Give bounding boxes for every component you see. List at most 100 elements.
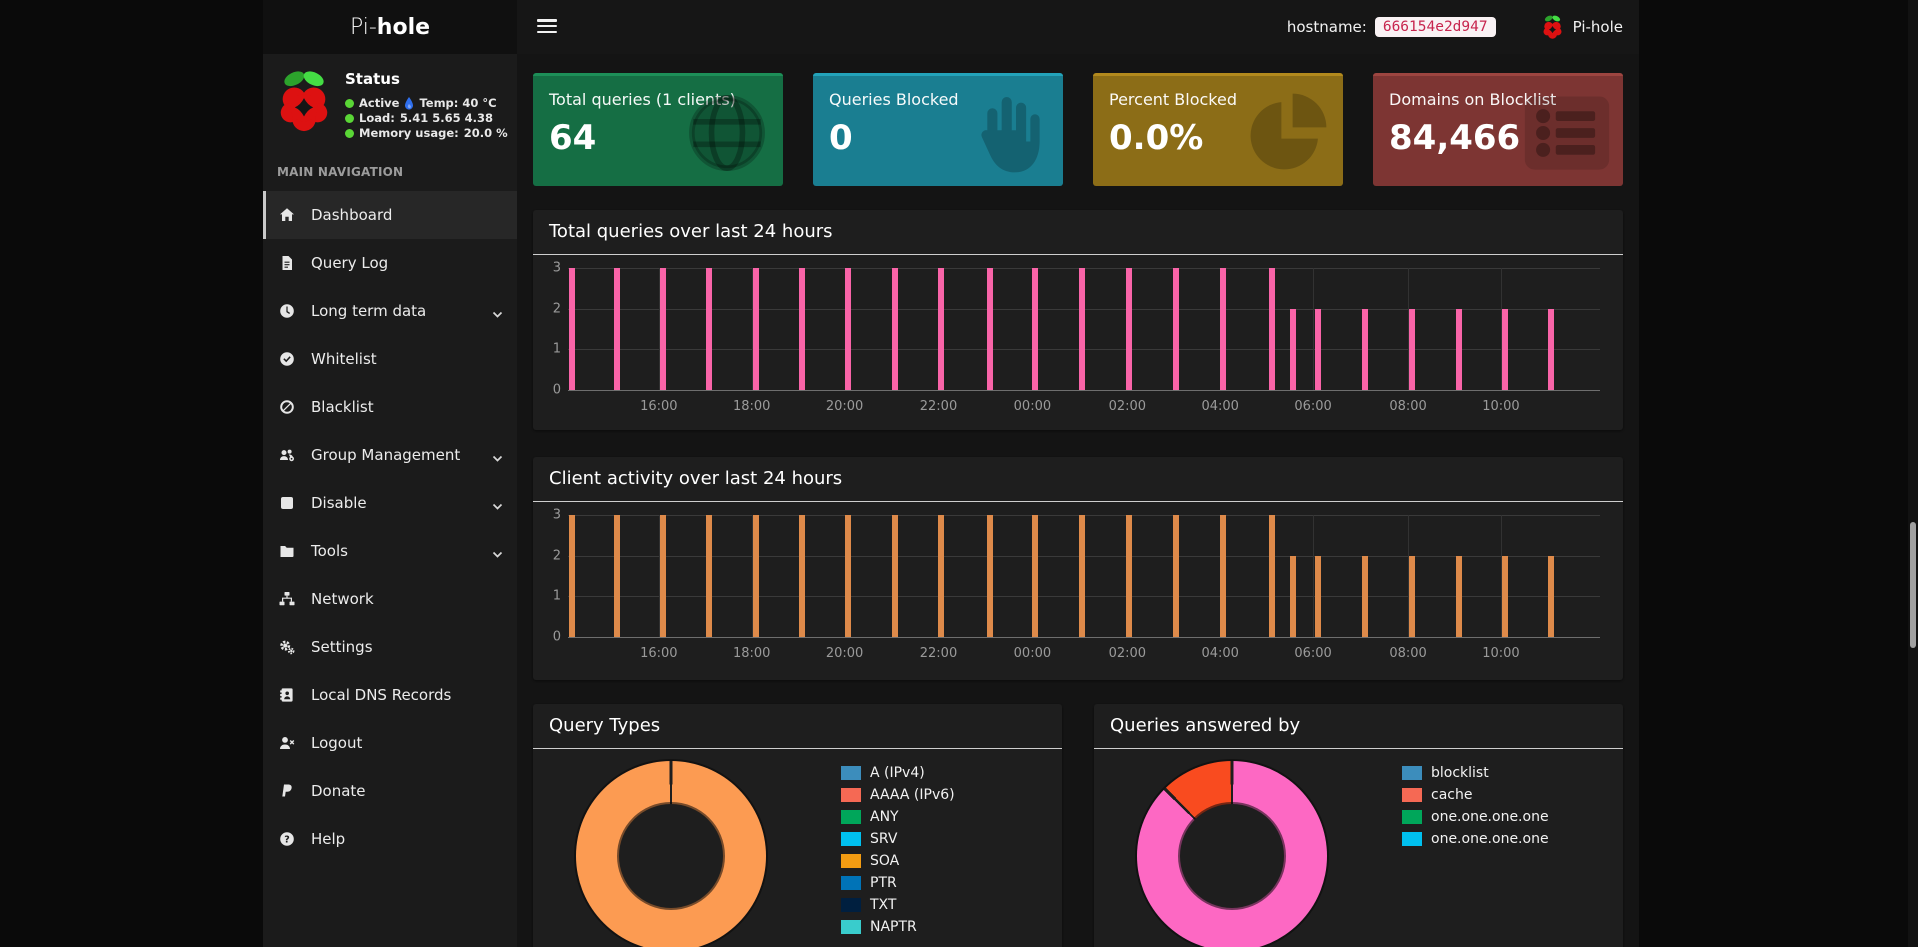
bar[interactable] (799, 515, 806, 637)
bar[interactable] (799, 268, 806, 390)
bar[interactable] (987, 515, 994, 637)
bar[interactable] (1220, 268, 1227, 390)
bar[interactable] (1220, 515, 1227, 637)
navbar-brand-text[interactable]: Pi-hole (1572, 18, 1623, 36)
bar[interactable] (1078, 515, 1085, 637)
main-navigation: Dashboard Query Log Long term data Whitelis… (263, 191, 517, 863)
sidebar-item-logout[interactable]: Logout (263, 719, 517, 767)
bar[interactable] (1172, 515, 1179, 637)
bar[interactable] (1290, 555, 1297, 637)
panel-title: Client activity over last 24 hours (549, 468, 843, 489)
bar[interactable] (937, 515, 944, 637)
bar[interactable] (937, 268, 944, 390)
temperature-icon (404, 97, 414, 110)
bar[interactable] (1078, 268, 1085, 390)
bar[interactable] (1268, 268, 1275, 390)
bar[interactable] (1409, 555, 1416, 637)
legend-item-soa[interactable]: SOA (841, 850, 955, 872)
legend-item-one-one-one-one[interactable]: one.one.one.one (1402, 806, 1549, 828)
doughnut-chart[interactable] (576, 761, 766, 947)
card-domains-on-blocklist[interactable]: Domains on Blocklist 84,466 (1373, 73, 1623, 186)
legend-item-srv[interactable]: SRV (841, 828, 955, 850)
bar[interactable] (706, 268, 713, 390)
bar[interactable] (1361, 555, 1368, 637)
sidebar-item-local-dns-records[interactable]: Local DNS Records (263, 671, 517, 719)
sidebar-toggle-button[interactable] (537, 19, 557, 35)
legend-item-aaaa-ipv6[interactable]: AAAA (IPv6) (841, 784, 955, 806)
x-axis-tick: 16:00 (640, 399, 678, 414)
bar[interactable] (706, 515, 713, 637)
sidebar-item-tools[interactable]: Tools (263, 527, 517, 575)
status-value: Temp: 40 °C (419, 96, 497, 110)
scrollbar-thumb[interactable] (1910, 522, 1916, 648)
bar[interactable] (1315, 555, 1322, 637)
bar[interactable] (613, 515, 620, 637)
x-axis-tick: 16:00 (640, 646, 678, 661)
y-axis-tick: 3 (552, 260, 561, 276)
pie-icon (1241, 88, 1333, 178)
legend-item-cache[interactable]: cache (1402, 784, 1549, 806)
legend-item-naptr[interactable]: NAPTR (841, 916, 955, 938)
bar[interactable] (1126, 515, 1133, 637)
bar[interactable] (1548, 555, 1555, 637)
bar[interactable] (1268, 515, 1275, 637)
sidebar-item-blacklist[interactable]: Blacklist (263, 383, 517, 431)
bar[interactable] (1548, 308, 1555, 390)
bar[interactable] (752, 515, 759, 637)
status-text: Active (359, 96, 400, 110)
sidebar-item-settings[interactable]: Settings (263, 623, 517, 671)
sidebar-item-dashboard[interactable]: Dashboard (263, 191, 517, 239)
bar[interactable] (569, 515, 576, 637)
bar[interactable] (1361, 308, 1368, 390)
bar[interactable] (844, 268, 851, 390)
sidebar-item-whitelist[interactable]: Whitelist (263, 335, 517, 383)
bar[interactable] (1290, 308, 1297, 390)
sidebar-item-group-management[interactable]: Group Management (263, 431, 517, 479)
bar[interactable] (659, 268, 666, 390)
legend-item-any[interactable]: ANY (841, 806, 955, 828)
bar[interactable] (892, 268, 899, 390)
gridline (568, 390, 1600, 391)
clients-chart[interactable]: 0 1 2 3 16:00 18:00 20:00 22:00 00:00 02:00 04:00 0… (533, 502, 1623, 667)
bar[interactable] (1502, 308, 1509, 390)
bar[interactable] (659, 515, 666, 637)
sidebar-item-help[interactable]: ? Help (263, 815, 517, 863)
legend-item-a-ipv4[interactable]: A (IPv4) (841, 762, 955, 784)
bar[interactable] (569, 268, 576, 390)
bar[interactable] (1502, 555, 1509, 637)
bar[interactable] (1455, 555, 1462, 637)
bar[interactable] (1126, 268, 1133, 390)
doughnut-chart[interactable] (1137, 761, 1327, 947)
bar[interactable] (1032, 515, 1039, 637)
brand-logo[interactable]: Pi-hole (263, 0, 517, 54)
card-total-queries-1-clients[interactable]: Total queries (1 clients) 64 (533, 73, 783, 186)
sidebar-item-query-log[interactable]: Query Log (263, 239, 517, 287)
legend-label: AAAA (IPv6) (870, 787, 955, 803)
bar[interactable] (1315, 308, 1322, 390)
legend-item-blocklist[interactable]: blocklist (1402, 762, 1549, 784)
raspberry-logo-icon (273, 66, 335, 138)
scrollbar[interactable] (1908, 0, 1918, 947)
bar[interactable] (844, 515, 851, 637)
card-title: Percent Blocked (1109, 90, 1237, 109)
sidebar-item-disable[interactable]: Disable (263, 479, 517, 527)
bar[interactable] (892, 515, 899, 637)
y-axis-tick: 1 (552, 588, 561, 604)
queries-chart[interactable]: 0 1 2 3 16:00 18:00 20:00 22:00 00:00 02:00 04:00 0… (533, 255, 1623, 420)
sidebar-item-donate[interactable]: Donate (263, 767, 517, 815)
x-axis-tick: 08:00 (1389, 399, 1427, 414)
bar[interactable] (987, 268, 994, 390)
bar[interactable] (752, 268, 759, 390)
bar[interactable] (1409, 308, 1416, 390)
legend-item-one-one-one-one[interactable]: one.one.one.one (1402, 828, 1549, 850)
legend-item-ptr[interactable]: PTR (841, 872, 955, 894)
bar[interactable] (1172, 268, 1179, 390)
legend-item-txt[interactable]: TXT (841, 894, 955, 916)
card-queries-blocked[interactable]: Queries Blocked 0 (813, 73, 1063, 186)
sidebar-item-long-term-data[interactable]: Long term data (263, 287, 517, 335)
sidebar-item-network[interactable]: Network (263, 575, 517, 623)
card-percent-blocked[interactable]: Percent Blocked 0.0% (1093, 73, 1343, 186)
bar[interactable] (613, 268, 620, 390)
bar[interactable] (1032, 268, 1039, 390)
bar[interactable] (1455, 308, 1462, 390)
